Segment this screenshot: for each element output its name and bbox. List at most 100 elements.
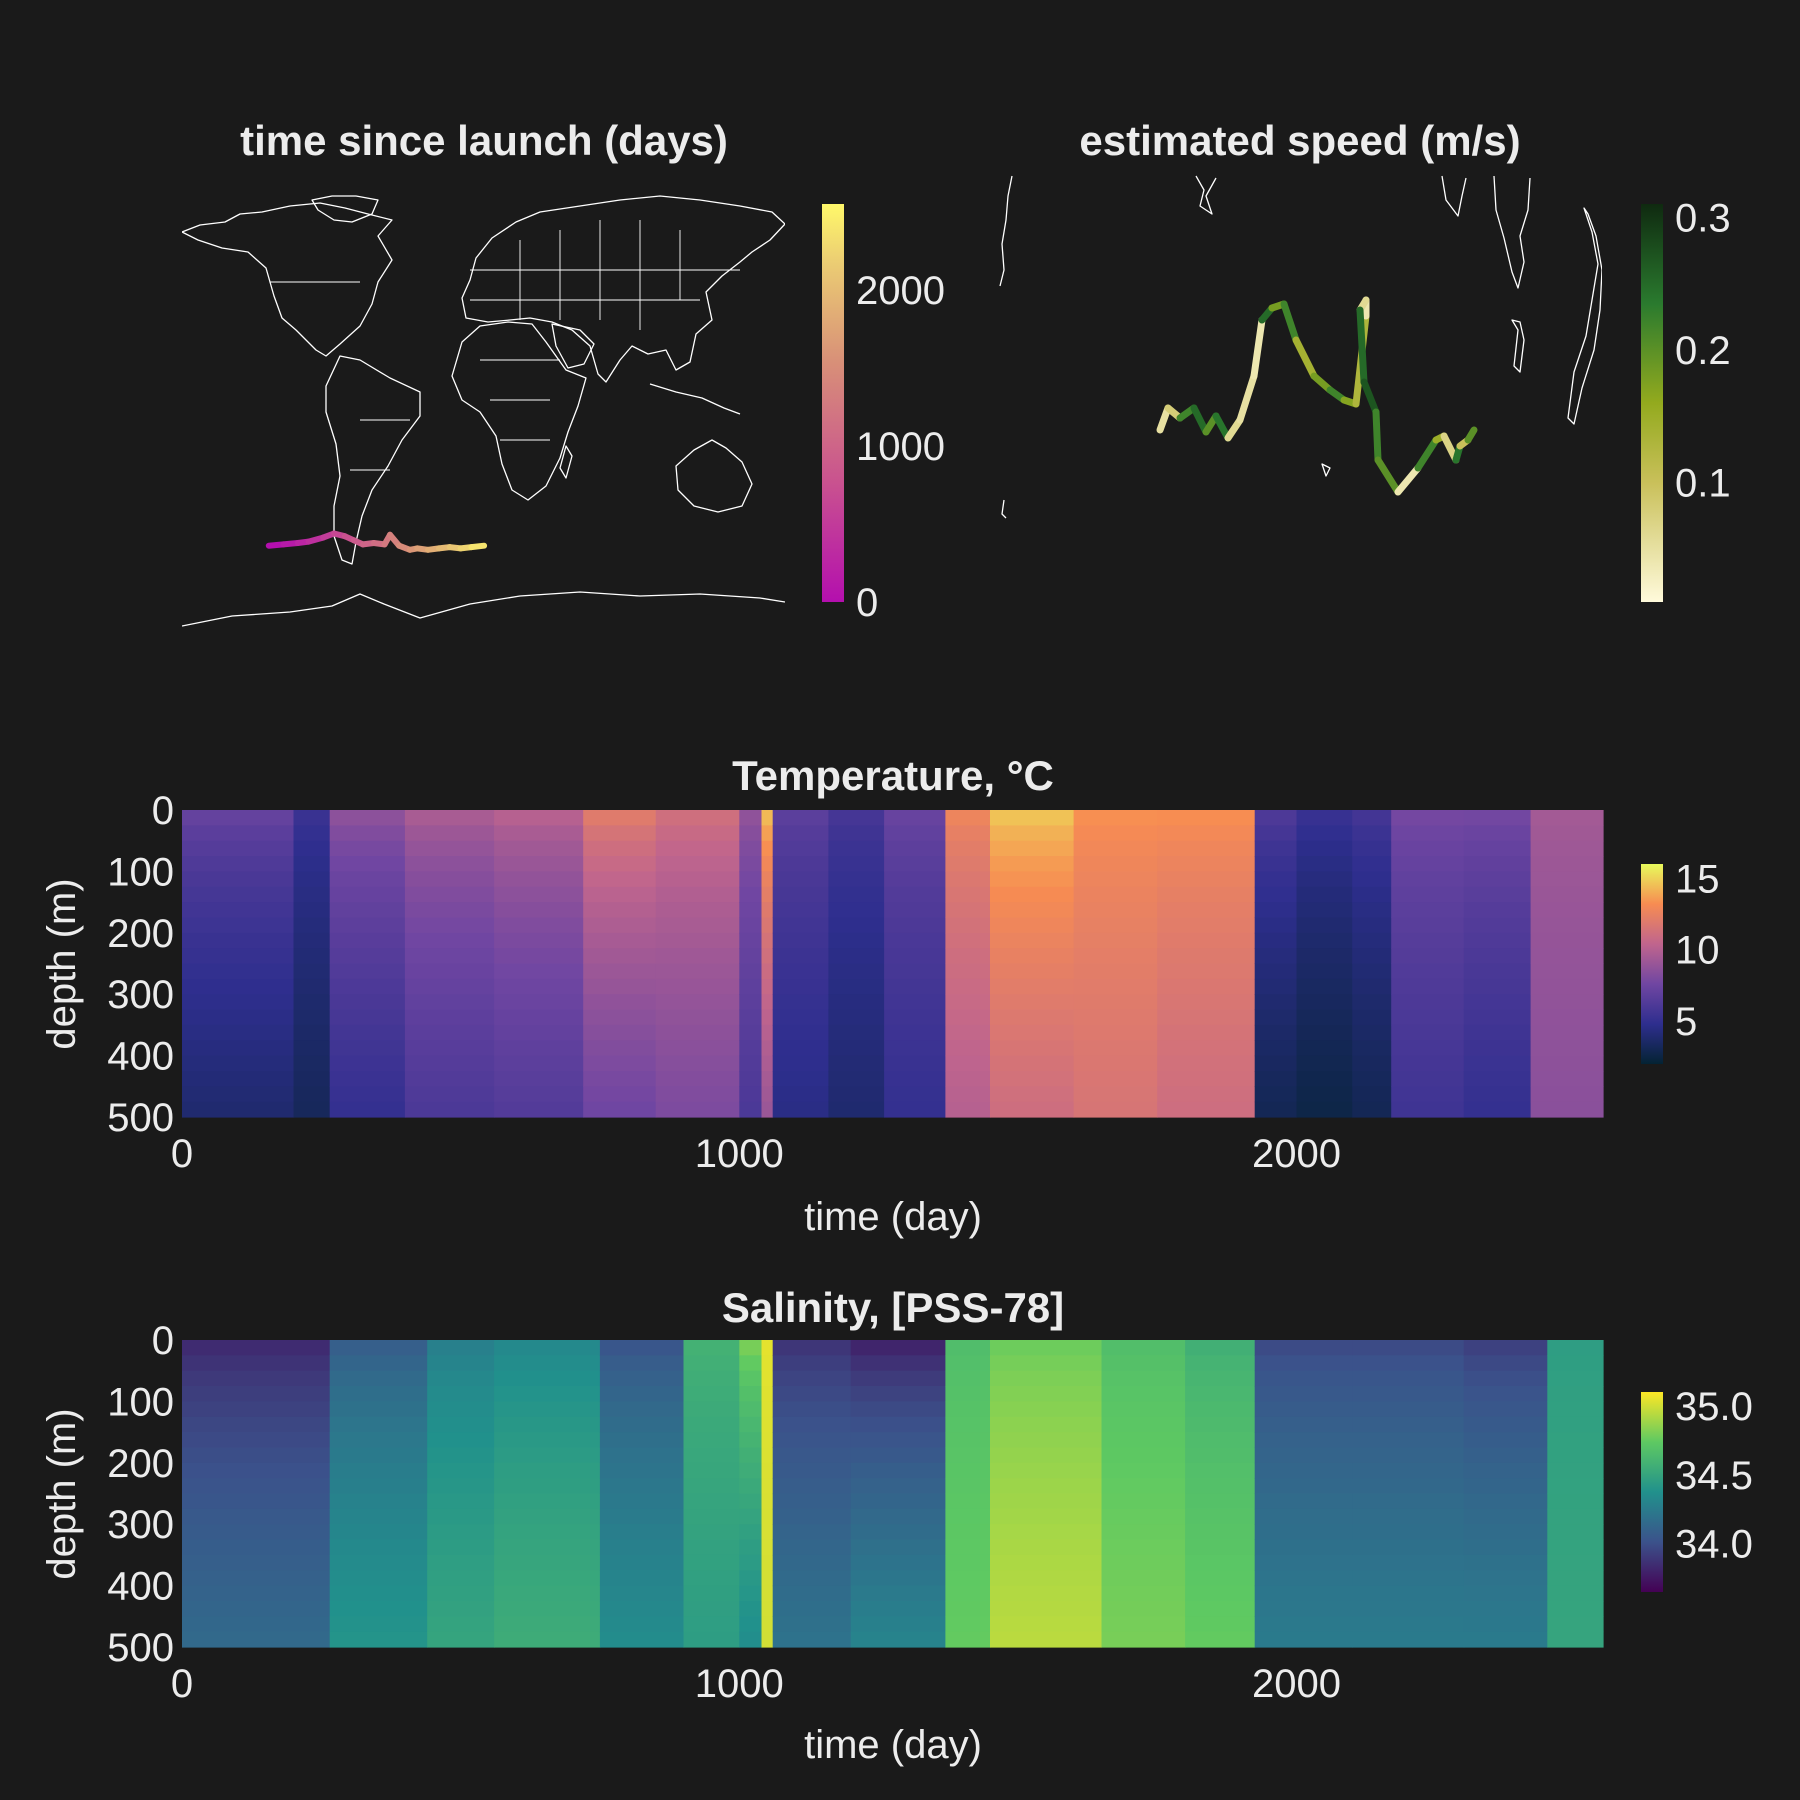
heatmap-cell	[850, 1386, 946, 1402]
colorbar-tick: 35.0	[1675, 1385, 1753, 1429]
heatmap-cell	[945, 1009, 991, 1026]
heatmap-cell	[761, 1616, 774, 1633]
heatmap-cell	[945, 1340, 991, 1356]
heatmap-cell	[772, 1355, 852, 1372]
heatmap-cell	[404, 840, 495, 857]
heatmap-cell	[427, 1508, 495, 1525]
coastline-africa-tip	[1195, 175, 1217, 215]
heatmap-cell	[990, 1539, 1103, 1556]
heatmap-cell	[1101, 1416, 1186, 1433]
heatmap-cell	[761, 1631, 774, 1648]
heatmap-cell	[1352, 1616, 1465, 1633]
heatmap-cell	[427, 1386, 495, 1402]
trajectory-speed-segment	[1374, 456, 1402, 496]
trajectory-speed-segment	[1394, 464, 1422, 496]
heatmap-cell	[427, 1601, 495, 1617]
heatmap-cell	[1296, 1040, 1353, 1057]
heatmap-cell	[182, 886, 295, 903]
heatmap-cell	[1101, 1539, 1186, 1556]
heatmap-cell	[182, 1355, 331, 1372]
heatmap-cell	[1073, 1086, 1158, 1103]
heatmap-cell	[494, 917, 584, 934]
heatmap-cell	[990, 1416, 1103, 1433]
heatmap-cell	[1296, 856, 1353, 872]
heatmap-cell	[655, 902, 740, 918]
heatmap-cell	[1073, 871, 1158, 888]
heatmap-cell	[293, 1009, 331, 1026]
heatmap-cell	[1185, 1478, 1256, 1495]
heatmap-cell	[1463, 871, 1532, 888]
heatmap-cell	[945, 932, 991, 949]
heatmap-cell	[1391, 948, 1465, 964]
heatmap-cell	[739, 994, 763, 1011]
heatmap-cell	[1463, 1524, 1548, 1541]
heatmap-cell	[739, 1401, 763, 1418]
heatmap-cell	[1157, 840, 1256, 857]
heatmap-cell	[1254, 886, 1298, 903]
heatmap-cell	[828, 902, 885, 918]
heatmap-cell	[828, 978, 885, 995]
heatmap-cell	[1254, 978, 1298, 995]
heatmap-cell	[1296, 871, 1353, 888]
heatmap-cell	[494, 1040, 584, 1057]
heatmap-cell	[739, 1386, 763, 1402]
heatmap-cell	[945, 1493, 991, 1510]
heatmap-cell	[1101, 1355, 1186, 1372]
heatmap-cell	[1254, 902, 1298, 918]
heatmap-cell	[1463, 1416, 1548, 1433]
heatmap-cell	[683, 1401, 740, 1418]
heatmap-cell	[404, 871, 495, 888]
heatmap-cell	[1530, 1086, 1604, 1103]
trajectory-speed-segment	[1224, 416, 1244, 442]
heatmap-cell	[1157, 856, 1256, 872]
heatmap-cell	[583, 932, 657, 949]
heatmap-cell	[1391, 917, 1465, 934]
coastline-kerguelen	[1321, 463, 1331, 477]
heatmap-cell	[1254, 1055, 1298, 1072]
y-tick-label: 500	[107, 1096, 174, 1140]
heatmap-cell	[945, 1401, 991, 1418]
heatmap-cell	[990, 1340, 1103, 1356]
heatmap-cell	[1073, 886, 1158, 903]
heatmap-cell	[1352, 886, 1392, 903]
heatmap-cell	[1296, 1071, 1353, 1087]
heatmap-cell	[427, 1585, 495, 1602]
heatmap-cell	[1463, 1401, 1548, 1418]
heatmap-cell	[1547, 1508, 1604, 1525]
heatmap-cell	[599, 1631, 685, 1648]
heatmap-cell	[739, 1040, 763, 1057]
heatmap-cell	[293, 1024, 331, 1041]
heatmap-cell	[1547, 1539, 1604, 1556]
heatmap-cell	[583, 1101, 657, 1118]
heatmap-cell	[761, 840, 774, 857]
heatmap-cell	[990, 1616, 1103, 1633]
heatmap-cell	[850, 1416, 946, 1433]
heatmap-cell	[293, 948, 331, 964]
heatmap-cell	[1391, 978, 1465, 995]
heatmap-cell	[599, 1386, 685, 1402]
colorbar-time-tick: 2000	[856, 269, 945, 313]
heatmap-cell	[1391, 1009, 1465, 1026]
heatmap-cell	[599, 1570, 685, 1587]
colorbar-time-ticks: 0 1000 2000	[856, 269, 945, 625]
heatmap-cell	[1157, 994, 1256, 1011]
heatmap-cell	[329, 1462, 428, 1479]
heatmap-cell	[293, 840, 331, 857]
heatmap-cell	[1254, 1478, 1353, 1495]
heatmap-cell	[683, 1631, 740, 1648]
trajectory-speed-segment	[1236, 372, 1258, 424]
heatmap-cell	[1352, 1355, 1465, 1372]
heatmap-cell	[293, 1055, 331, 1072]
heatmap-cell	[404, 1101, 495, 1118]
heatmap-cell	[1101, 1508, 1186, 1525]
heatmap-cell	[404, 978, 495, 995]
heatmap-cell	[739, 1524, 763, 1541]
heatmap-cell	[761, 948, 774, 964]
heatmap-cell	[772, 1539, 852, 1556]
heatmap-cell	[761, 1401, 774, 1418]
heatmap-cell	[772, 1055, 829, 1072]
heatmap-cell	[683, 1539, 740, 1556]
heatmap-cell	[494, 1071, 584, 1087]
arabia-coastline	[551, 323, 595, 369]
heatmap-cell	[772, 886, 829, 903]
